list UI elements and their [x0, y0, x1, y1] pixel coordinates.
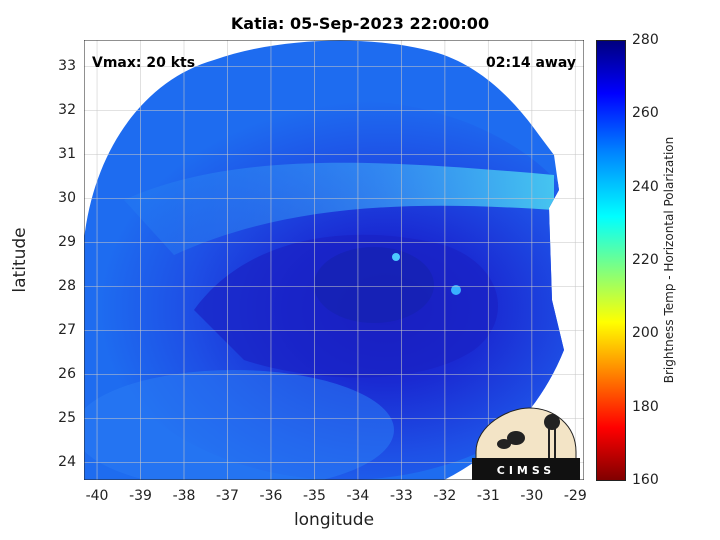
colorbar-tick-label: 200	[632, 325, 659, 342]
colorbar-gradient	[596, 40, 626, 481]
brightness-temp-swath	[84, 40, 564, 480]
map-title: Katia: 05-Sep-2023 22:00:00	[230, 14, 490, 33]
x-tick-label: -30	[520, 488, 544, 504]
y-tick-label: 32	[58, 102, 76, 119]
warm-spot	[392, 253, 400, 261]
colorbar-tick-label: 240	[632, 178, 659, 195]
y-tick-label: 24	[58, 454, 76, 471]
colorbar-tick-label: 280	[632, 32, 659, 48]
x-tick-label: -33	[389, 488, 413, 504]
colorbar-label: Brightness Temp - Horizontal Polarizatio…	[662, 136, 676, 384]
x-tick-label: -34	[346, 488, 370, 504]
colorbar-tick-label: 220	[632, 252, 659, 268]
cyan-rainband	[124, 162, 554, 255]
y-tick-label: 28	[58, 278, 76, 295]
y-tick-label: 31	[58, 146, 76, 163]
x-tick-label: -38	[172, 488, 196, 504]
x-tick-label: -32	[433, 488, 457, 504]
x-tick-label: -39	[129, 488, 152, 504]
y-tick-label: 26	[58, 366, 76, 383]
satellite-map-plot: Vmax: 20 kts 02:14 away CIMSS	[84, 40, 584, 480]
time-away-label: 02:14 away	[486, 55, 576, 71]
x-tick-label: -36	[259, 488, 283, 504]
lighter-south-region	[84, 370, 394, 480]
y-tick-label: 29	[58, 234, 76, 251]
x-tick-label: -37	[216, 488, 239, 504]
x-tick-label: -40	[85, 488, 109, 504]
vmax-label: Vmax: 20 kts	[92, 55, 195, 71]
y-axis-label: latitude	[10, 227, 30, 293]
y-tick-label: 30	[58, 190, 76, 207]
x-tick-label: -29	[563, 488, 587, 504]
cimss-logo: CIMSS	[472, 407, 580, 480]
x-axis-label: longitude	[293, 510, 375, 530]
cimss-logo-text: CIMSS	[497, 464, 555, 477]
vortex-core	[314, 247, 434, 323]
colorbar-tick-label: 160	[632, 472, 659, 488]
colorbar-tick-label: 180	[632, 398, 659, 415]
colorbar	[596, 40, 626, 481]
x-tick-label: -31	[476, 488, 500, 504]
warm-spot	[451, 285, 461, 295]
y-tick-label: 33	[58, 58, 76, 75]
x-tick-label: -35	[302, 488, 326, 504]
y-tick-label: 27	[58, 322, 76, 339]
y-tick-label: 25	[58, 410, 76, 427]
colorbar-tick-label: 260	[632, 105, 659, 122]
grid-lines	[84, 40, 584, 480]
